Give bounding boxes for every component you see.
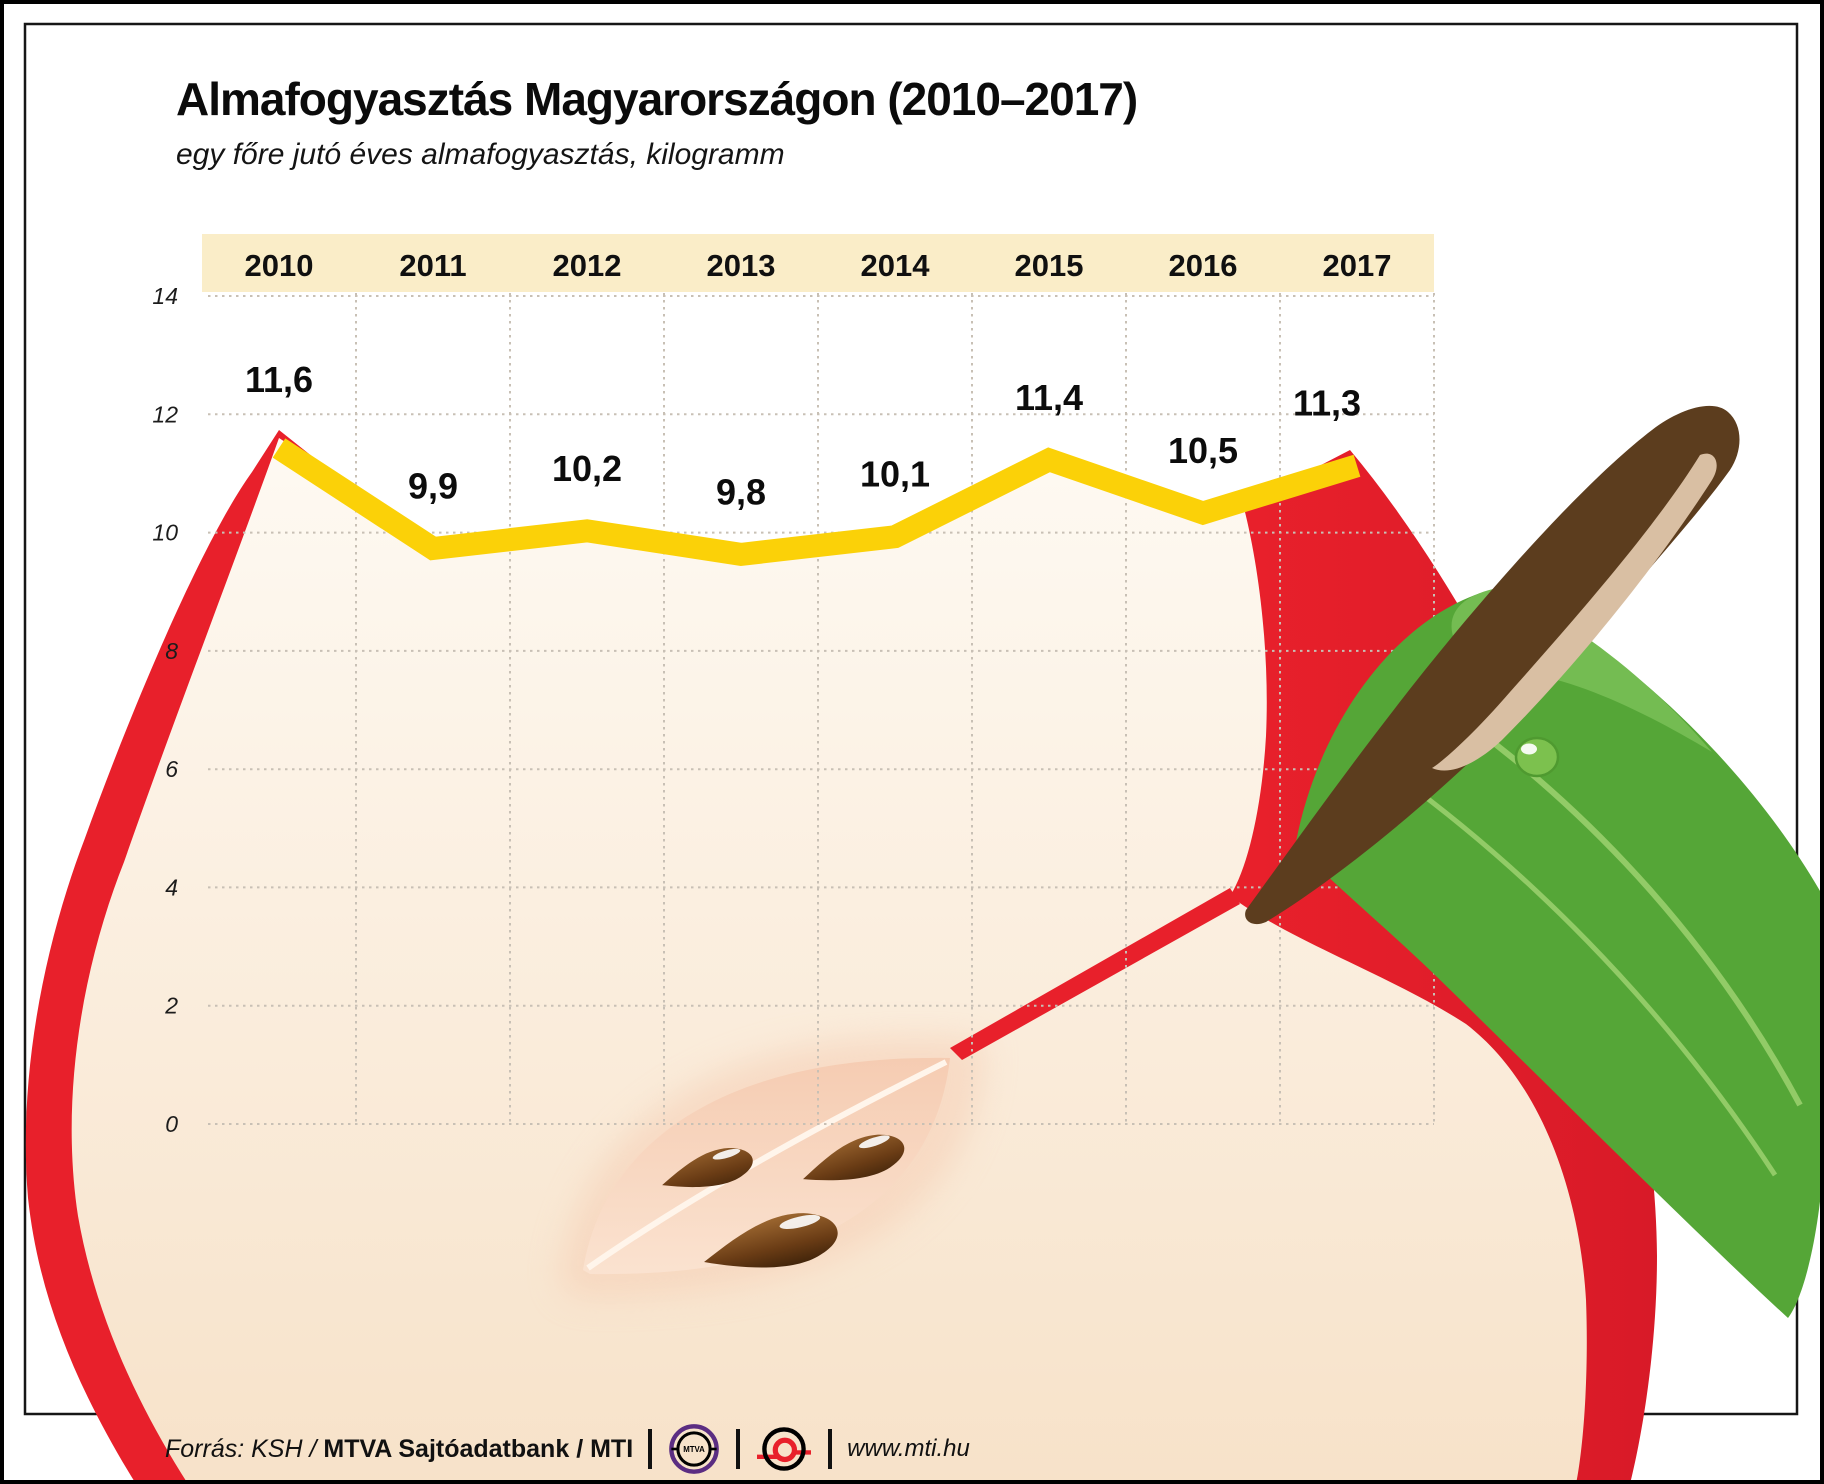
year-label: 2013 bbox=[707, 248, 776, 283]
droplet-highlight bbox=[1521, 743, 1537, 755]
year-label: 2017 bbox=[1323, 248, 1392, 283]
mti-black-ring bbox=[762, 1427, 806, 1471]
mti-logo-icon bbox=[757, 1427, 812, 1471]
mti-red-ring bbox=[772, 1437, 798, 1463]
y-axis-tick: 12 bbox=[152, 401, 178, 427]
footer: Forrás: KSH / MTVA Sajtóadatbank / MTI M… bbox=[165, 1422, 970, 1476]
apple-flesh bbox=[71, 438, 1587, 1484]
y-axis-tick: 0 bbox=[165, 1111, 178, 1137]
y-axis-tick: 8 bbox=[165, 638, 178, 664]
separator-bar bbox=[736, 1429, 741, 1469]
stem-cut-line bbox=[950, 888, 1240, 1060]
year-label: 2010 bbox=[245, 248, 314, 283]
y-axis-tick: 4 bbox=[165, 874, 178, 900]
source-agency: MTI bbox=[590, 1434, 634, 1463]
page-title: Almafogyasztás Magyarországon (2010–2017… bbox=[176, 73, 1138, 125]
source-line: Forrás: KSH / MTVA Sajtóadatbank / MTI bbox=[165, 1435, 633, 1464]
year-label: 2012 bbox=[553, 248, 622, 283]
y-axis-tick: 2 bbox=[164, 993, 178, 1019]
year-label: 2016 bbox=[1169, 248, 1238, 283]
core-midline bbox=[586, 1059, 948, 1271]
year-labels: 2010 2011 2012 2013 2014 2015 2016 2017 bbox=[245, 248, 1392, 283]
data-label: 9,8 bbox=[716, 471, 766, 512]
year-header-band bbox=[202, 234, 1434, 292]
apple-seed bbox=[704, 1213, 838, 1268]
apple-seed bbox=[803, 1134, 905, 1181]
apple-illustration bbox=[25, 430, 1658, 1484]
y-axis-tick: 6 bbox=[165, 756, 178, 782]
mtva-logo-text: MTVA bbox=[683, 1445, 705, 1454]
data-label: 11,3 bbox=[1293, 383, 1361, 424]
source-separator: / bbox=[576, 1434, 584, 1463]
data-label: 11,6 bbox=[245, 359, 313, 400]
consumption-line bbox=[272, 438, 1361, 567]
page-subtitle: egy főre jutó éves almafogyasztás, kilog… bbox=[176, 138, 785, 171]
stem-highlight bbox=[1432, 453, 1717, 771]
y-axis-tick: 10 bbox=[152, 520, 178, 546]
y-axis-labels: 14 12 10 8 6 4 2 0 bbox=[152, 283, 178, 1137]
data-label: 10,1 bbox=[860, 454, 930, 495]
data-label: 11,4 bbox=[1015, 377, 1083, 418]
y-axis-tick: 14 bbox=[152, 283, 178, 309]
apple-core bbox=[583, 1057, 950, 1275]
website-url: www.mti.hu bbox=[847, 1435, 970, 1462]
leaf-vein bbox=[1376, 759, 1778, 1177]
mtva-logo-icon: MTVA bbox=[669, 1424, 719, 1474]
separator-bar bbox=[828, 1429, 833, 1469]
source-prefix: Forrás: KSH / bbox=[165, 1434, 317, 1463]
stem-body bbox=[1245, 405, 1740, 925]
year-label: 2014 bbox=[861, 248, 931, 283]
apple-seed bbox=[662, 1148, 753, 1188]
data-label: 10,2 bbox=[552, 448, 622, 489]
value-labels: 11,6 9,9 10,2 9,8 10,1 11,4 10,5 11,3 bbox=[245, 359, 1361, 512]
year-label: 2015 bbox=[1015, 248, 1084, 283]
data-label: 9,9 bbox=[408, 466, 458, 507]
data-label: 10,5 bbox=[1168, 430, 1238, 471]
water-droplet bbox=[1514, 736, 1560, 778]
apple-stem bbox=[1245, 405, 1740, 925]
year-label: 2011 bbox=[399, 248, 466, 283]
separator-bar bbox=[648, 1429, 653, 1469]
source-publisher: MTVA Sajtóadatbank bbox=[323, 1434, 570, 1463]
